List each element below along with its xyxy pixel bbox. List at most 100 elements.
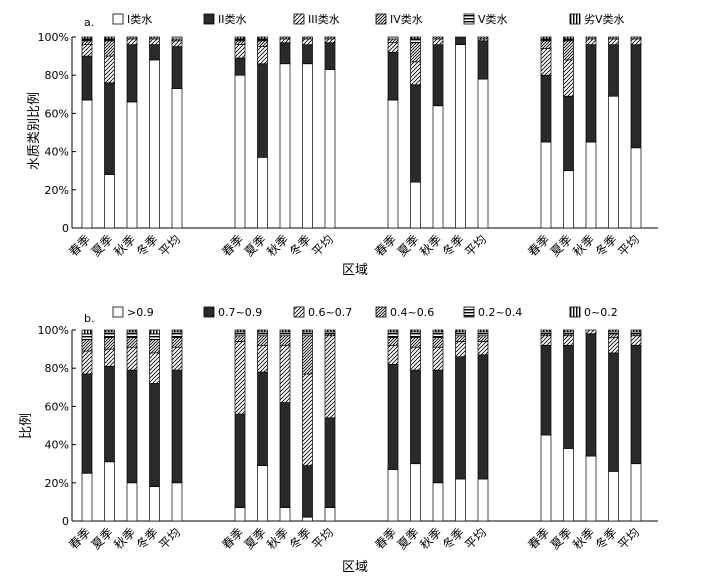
- bar-segment: [302, 63, 313, 229]
- bar-segment: [410, 181, 421, 229]
- legend-entry: V类水: [478, 12, 508, 26]
- x-tick-label: 夏季: [89, 232, 116, 259]
- legend-swatch: [375, 13, 387, 25]
- bar-segment: [302, 331, 313, 337]
- bar-segment: [279, 42, 291, 65]
- bar-segment: [104, 337, 115, 350]
- bar-segment: [387, 331, 399, 338]
- bar-segment: [302, 329, 313, 333]
- bar-segment: [563, 59, 574, 97]
- bar-segment: [477, 78, 489, 229]
- bar-segment: [234, 331, 246, 337]
- bar-segment: [608, 38, 619, 45]
- bar-segment: [126, 44, 138, 103]
- x-tick-label: 冬季: [133, 525, 161, 553]
- bar-segment: [257, 36, 268, 40]
- bar-segment: [81, 55, 93, 101]
- x-tick-label: 平均: [615, 525, 642, 552]
- bar-segment: [257, 156, 268, 229]
- bar-segment: [432, 329, 444, 333]
- x-tick-label: 秋季: [570, 525, 597, 552]
- legend-swatch: [112, 13, 124, 25]
- x-tick-label: 秋季: [111, 525, 138, 552]
- bar-segment: [410, 337, 421, 348]
- bar-segment: [279, 329, 291, 333]
- panel-label-b: b.: [84, 312, 94, 325]
- x-tick-label: 春季: [66, 232, 93, 259]
- legend-entry: III类水: [308, 12, 340, 26]
- bar-segment: [540, 36, 552, 40]
- y-tick-label: 60%: [45, 107, 69, 120]
- bar-segment: [432, 369, 444, 484]
- legend-swatch: [375, 306, 387, 318]
- bar-segment: [302, 373, 313, 466]
- bar-segment: [630, 38, 642, 45]
- bar-segment: [630, 335, 642, 346]
- bar-segment: [126, 337, 138, 348]
- chart-a: a. 水质类别比例 区域 I类水 II类水 III类水 IV类水 V类水 劣V类水 0 20…: [27, 12, 658, 278]
- bar-segment: [324, 417, 336, 508]
- bar-segment: [608, 329, 619, 333]
- bar-segment: [279, 63, 291, 229]
- bar-segment: [234, 329, 246, 333]
- bar-segment: [126, 101, 138, 229]
- x-tick-label: 秋季: [570, 232, 597, 259]
- bar-segment: [608, 44, 619, 97]
- x-tick-label: 秋季: [417, 525, 444, 552]
- x-tick-label: 冬季: [133, 232, 161, 260]
- bar-segment: [324, 69, 336, 229]
- bar-segment: [234, 341, 246, 415]
- bar-segment: [410, 42, 421, 63]
- x-tick-label: 平均: [156, 232, 183, 259]
- legend-swatch: [293, 13, 305, 25]
- x-tick-label: 夏季: [242, 232, 269, 259]
- bar-segment: [387, 364, 399, 470]
- bar-segment: [149, 339, 160, 354]
- bar-segment: [455, 331, 466, 337]
- y-axis-label-b: 比例: [19, 413, 34, 439]
- bar-segment: [234, 335, 246, 342]
- x-tick-label: 冬季: [439, 232, 467, 260]
- y-axis-label-a: 水质类别比例: [27, 92, 42, 170]
- bar-segment: [81, 329, 93, 335]
- bar-segment: [540, 48, 552, 76]
- legend-entry: 劣V类水: [584, 12, 625, 26]
- bar-segment: [81, 333, 93, 340]
- bar-segment: [81, 373, 93, 474]
- bar-segment: [324, 335, 336, 419]
- bar-segment: [410, 463, 421, 522]
- x-tick-label: 秋季: [264, 525, 291, 552]
- legend-swatch: [112, 306, 124, 318]
- bar-segment: [477, 341, 489, 356]
- legend-swatch: [203, 306, 215, 318]
- x-tick-label: 冬季: [286, 525, 314, 553]
- bar-segment: [585, 333, 597, 457]
- bar-segment: [149, 44, 160, 61]
- bar-segment: [171, 331, 183, 338]
- y-tick-label: 80%: [45, 362, 69, 375]
- bar-segment: [608, 337, 619, 354]
- y-tick-label: 80%: [45, 69, 69, 82]
- x-tick-label: 秋季: [111, 232, 138, 259]
- bar-segment: [171, 329, 183, 333]
- bar-segment: [257, 329, 268, 333]
- y-tick-label: 20%: [45, 477, 69, 490]
- legend-entry: 0.2~0.4: [478, 306, 522, 319]
- bar-segment: [387, 42, 399, 53]
- bar-segment: [234, 36, 246, 40]
- bar-segment: [257, 46, 268, 65]
- x-tick-label: 平均: [615, 232, 642, 259]
- bar-segment: [81, 44, 93, 57]
- bar-segment: [171, 337, 183, 348]
- bar-segment: [410, 331, 421, 338]
- y-tick-label: 40%: [45, 439, 69, 452]
- bar-segment: [585, 455, 597, 522]
- bar-segment: [324, 42, 336, 70]
- bar-segment: [387, 36, 399, 40]
- legend-b: >0.9 0.7~0.9 0.6~0.7 0.4~0.6 0.2~0.4 0~0.2: [112, 306, 618, 319]
- bar-segment: [540, 344, 552, 436]
- legend-swatch: [463, 13, 475, 25]
- bar-segment: [563, 40, 574, 61]
- x-tick-label: 春季: [219, 525, 246, 552]
